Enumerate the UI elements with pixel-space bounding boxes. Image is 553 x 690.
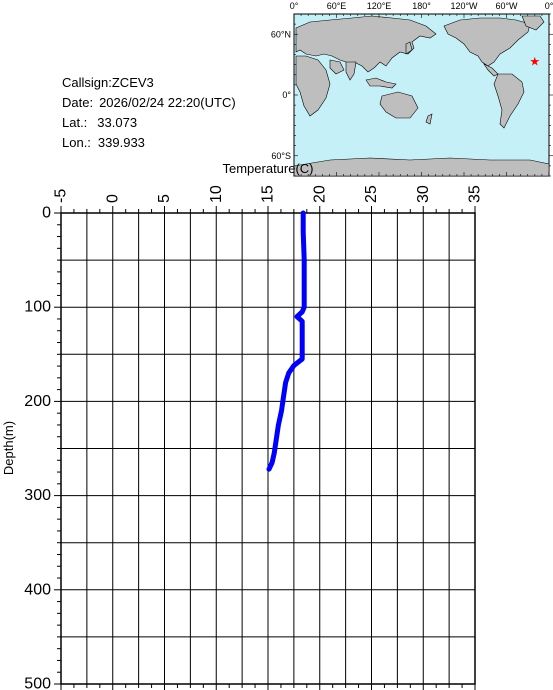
map-lat-label: 0° (282, 90, 291, 100)
map-lon-label: 180° (412, 1, 431, 11)
x-tick-label: 0 (104, 194, 121, 203)
y-tick-label: 100 (24, 299, 51, 316)
y-tick-label: 500 (24, 676, 51, 690)
y-axis-title: Depth(m) (1, 421, 16, 475)
x-tick-label: -5 (53, 189, 70, 203)
land-australia (379, 91, 419, 119)
land-japan (405, 41, 413, 55)
map-lon-label: 120°W (450, 1, 478, 11)
map-lon-label: 120°E (367, 1, 392, 11)
land-new-zealand (425, 113, 433, 125)
x-axis-title: Temperature(C) (222, 161, 313, 176)
temperature-profile-line (266, 210, 307, 472)
y-tick-label: 400 (24, 581, 51, 598)
y-tick-label: 0 (42, 205, 51, 222)
map-lon-label: 60°W (495, 1, 518, 11)
date-label: Date: (62, 95, 93, 110)
callsign-label: Callsign: (62, 75, 112, 90)
y-tick-label: 300 (24, 487, 51, 504)
x-tick-label: 20 (311, 185, 328, 203)
map-lat-label: 60°N (271, 29, 291, 39)
land-indonesia (365, 77, 397, 89)
land-india (345, 61, 357, 81)
x-tick-label: 25 (363, 185, 380, 203)
x-tick-label: 30 (415, 185, 432, 203)
map-lon-labels: 0° 60°E 120°E 180° 120°W 60°W 0° (290, 1, 553, 11)
lon-label: Lon.: (62, 135, 91, 150)
lon-value: 339.933 (98, 135, 145, 150)
land-central-america (483, 63, 499, 77)
land-greenland (521, 15, 545, 31)
x-tick-label: 15 (260, 185, 277, 203)
station-info: Callsign:ZCEV3 Date: 2026/02/24 22:20(UTC… (62, 75, 236, 150)
x-tick-labels: -5 0 5 10 15 20 25 30 35 (53, 185, 484, 203)
date-line: Date: 2026/02/24 22:20(UTC) (62, 95, 236, 110)
series-layer (266, 210, 307, 472)
map-lat-labels: 60°N 0° 60°S (271, 29, 292, 161)
map-lon-label: 60°E (327, 1, 347, 11)
land-arabia (329, 59, 345, 75)
map-frame-ticks (293, 13, 553, 177)
lat-label: Lat.: (62, 115, 87, 130)
map-land (293, 15, 550, 177)
x-tick-label: 5 (156, 194, 173, 203)
lat-line: Lat.: 33.073 (62, 115, 137, 130)
x-tick-label: 35 (467, 185, 484, 203)
plot-frame (60, 212, 476, 685)
lat-value: 33.073 (97, 115, 137, 130)
y-tick-label: 200 (24, 393, 51, 410)
map-lon-label: 0° (290, 1, 299, 11)
land-eurasia (295, 15, 437, 73)
land-africa (295, 55, 331, 117)
land-south-america (493, 73, 525, 129)
station-star-icon: ★ (529, 55, 540, 69)
lon-line: Lon.: 339.933 (62, 135, 145, 150)
x-tick-label: 10 (208, 185, 225, 203)
chart-grid (61, 213, 475, 684)
world-map: 0° 60°E 120°E 180° 120°W 60°W 0° 60°N 0° 60°S ★ (271, 1, 553, 177)
land-north-america (443, 17, 531, 67)
map-lat-label: 60°S (271, 151, 291, 161)
y-tick-labels: 0 100 200 300 400 500 (24, 205, 51, 690)
date-value: 2026/02/24 22:20(UTC) (99, 95, 236, 110)
callsign-line: Callsign:ZCEV3 (62, 75, 154, 90)
callsign-value: ZCEV3 (112, 75, 154, 90)
map-lon-label: 0° (545, 1, 553, 11)
